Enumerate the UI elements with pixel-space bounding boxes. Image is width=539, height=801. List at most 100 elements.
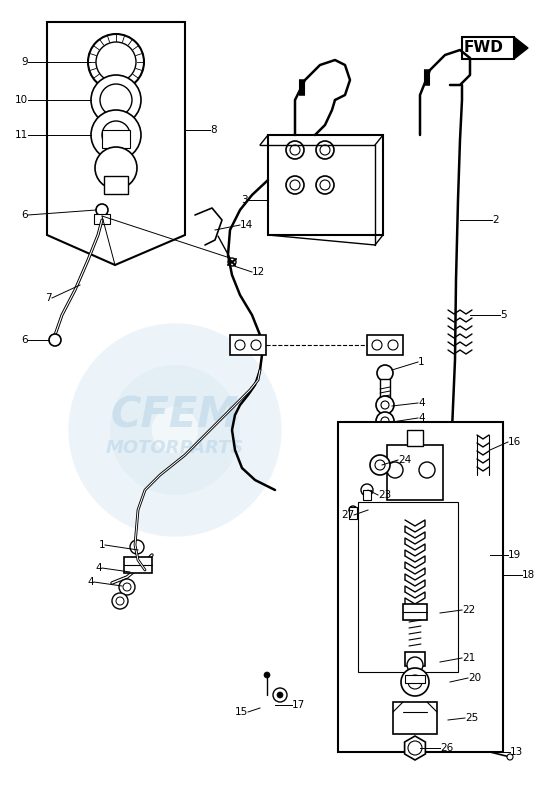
Text: 18: 18 xyxy=(522,570,535,580)
Text: 26: 26 xyxy=(440,743,453,753)
Circle shape xyxy=(349,506,357,514)
Text: 12: 12 xyxy=(252,267,265,277)
Bar xyxy=(338,422,503,752)
Circle shape xyxy=(419,462,435,478)
Text: 6: 6 xyxy=(22,210,28,220)
Circle shape xyxy=(49,334,61,346)
Text: 13: 13 xyxy=(510,747,523,757)
Circle shape xyxy=(320,145,330,155)
Bar xyxy=(94,214,110,224)
Text: 17: 17 xyxy=(292,700,305,710)
Circle shape xyxy=(96,42,136,82)
Text: 10: 10 xyxy=(15,95,28,105)
Bar xyxy=(102,130,130,148)
Circle shape xyxy=(408,741,422,755)
Text: 1: 1 xyxy=(418,357,425,367)
Text: CFEM: CFEM xyxy=(110,394,239,436)
Circle shape xyxy=(102,121,130,149)
Circle shape xyxy=(316,141,334,159)
Circle shape xyxy=(112,593,128,609)
Text: 9: 9 xyxy=(22,57,28,67)
Circle shape xyxy=(377,365,393,381)
Circle shape xyxy=(116,597,124,605)
Circle shape xyxy=(119,579,135,595)
Circle shape xyxy=(251,340,261,350)
Bar xyxy=(349,507,357,519)
Text: 16: 16 xyxy=(508,437,521,447)
Text: 25: 25 xyxy=(465,713,478,723)
Circle shape xyxy=(387,462,403,478)
Polygon shape xyxy=(514,37,528,59)
Text: 22: 22 xyxy=(462,605,475,615)
Text: 6: 6 xyxy=(22,335,28,345)
Bar xyxy=(387,445,443,500)
Circle shape xyxy=(286,141,304,159)
Circle shape xyxy=(372,340,382,350)
Text: 4: 4 xyxy=(418,398,425,408)
Text: 19: 19 xyxy=(508,550,521,560)
Text: 8: 8 xyxy=(210,125,217,135)
Text: 24: 24 xyxy=(398,455,411,465)
Text: 14: 14 xyxy=(240,220,253,230)
Polygon shape xyxy=(47,22,185,265)
Circle shape xyxy=(235,340,245,350)
Text: 4: 4 xyxy=(87,577,94,587)
Circle shape xyxy=(408,675,422,689)
Text: FWD: FWD xyxy=(464,41,504,55)
Text: 4: 4 xyxy=(95,563,102,573)
Text: 23: 23 xyxy=(378,490,391,500)
Circle shape xyxy=(320,180,330,190)
Text: 11: 11 xyxy=(15,130,28,140)
Circle shape xyxy=(123,583,131,591)
Bar xyxy=(405,675,425,683)
Text: 15: 15 xyxy=(235,707,248,717)
Text: 7: 7 xyxy=(45,293,52,303)
Circle shape xyxy=(88,34,144,90)
Circle shape xyxy=(401,668,429,696)
Bar xyxy=(407,430,423,446)
Circle shape xyxy=(110,365,240,495)
Circle shape xyxy=(376,412,394,430)
Text: 1: 1 xyxy=(99,540,105,550)
Circle shape xyxy=(388,340,398,350)
Circle shape xyxy=(228,258,236,266)
Bar xyxy=(363,490,371,500)
Circle shape xyxy=(316,176,334,194)
Bar xyxy=(393,702,437,734)
Circle shape xyxy=(361,484,373,496)
Bar xyxy=(104,176,128,194)
Circle shape xyxy=(277,692,283,698)
Circle shape xyxy=(381,417,389,425)
Text: 4: 4 xyxy=(418,413,425,423)
Text: 3: 3 xyxy=(241,195,248,205)
Circle shape xyxy=(286,176,304,194)
Bar xyxy=(124,557,152,573)
Circle shape xyxy=(290,180,300,190)
Text: 2: 2 xyxy=(492,215,499,225)
Bar xyxy=(405,652,425,666)
Circle shape xyxy=(273,688,287,702)
Circle shape xyxy=(100,84,132,116)
Circle shape xyxy=(96,204,108,216)
Circle shape xyxy=(95,147,137,189)
Text: 21: 21 xyxy=(462,653,475,663)
Bar xyxy=(358,502,458,672)
Bar xyxy=(268,135,383,235)
Polygon shape xyxy=(405,736,425,760)
Text: 5: 5 xyxy=(500,310,507,320)
Circle shape xyxy=(264,672,270,678)
Circle shape xyxy=(290,145,300,155)
Circle shape xyxy=(91,75,141,125)
Circle shape xyxy=(370,455,390,475)
Circle shape xyxy=(375,460,385,470)
Circle shape xyxy=(381,401,389,409)
Bar xyxy=(380,379,390,397)
Circle shape xyxy=(376,396,394,414)
Circle shape xyxy=(407,657,423,673)
Circle shape xyxy=(91,110,141,160)
Text: 27: 27 xyxy=(341,510,354,520)
Text: 20: 20 xyxy=(468,673,481,683)
Bar xyxy=(230,335,266,355)
Text: MOTORPARTS: MOTORPARTS xyxy=(106,439,244,457)
Bar xyxy=(403,604,427,620)
